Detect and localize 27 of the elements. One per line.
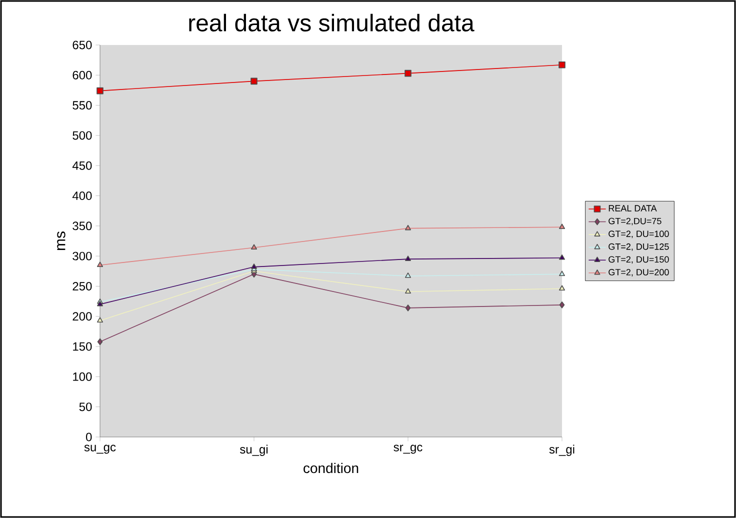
x-tick-label: su_gc [84,444,116,454]
x-tick-label: sr_gc [394,444,422,454]
y-tick-label: 200 [72,312,92,321]
y-tick-label: 0 [86,432,92,442]
x-tick-label: sr_gi [549,444,574,456]
x-tick-label: su_gi [240,444,268,456]
legend-label: GT=2, DU=200 [608,269,669,276]
y-tick-label: 300 [72,252,92,260]
y-tick-label: 100 [73,372,92,381]
y-tick-label: 150 [73,342,92,351]
y-tick-label: 600 [72,70,92,80]
y-axis-title: ms [57,232,66,250]
y-tick-label: 500 [72,131,92,140]
y-tick-label: 400 [72,192,92,200]
legend-label: GT=2, DU=125 [608,243,669,251]
legend-label: REAL DATA [608,205,657,212]
legend-label: GT=2, DU=150 [608,256,669,264]
x-axis-title: condition [304,462,358,474]
y-tick-label: 450 [72,161,92,170]
y-tick-label: 550 [72,101,92,110]
y-tick-label: 50 [79,402,92,412]
legend-label: GT=2,DU=75 [608,218,662,226]
chart-title: real data vs simulated data [189,14,474,32]
legend-label: GT=2, DU=100 [608,230,669,238]
y-tick-label: 650 [72,40,92,50]
y-tick-label: 250 [72,282,92,290]
y-tick-label: 350 [72,222,92,230]
